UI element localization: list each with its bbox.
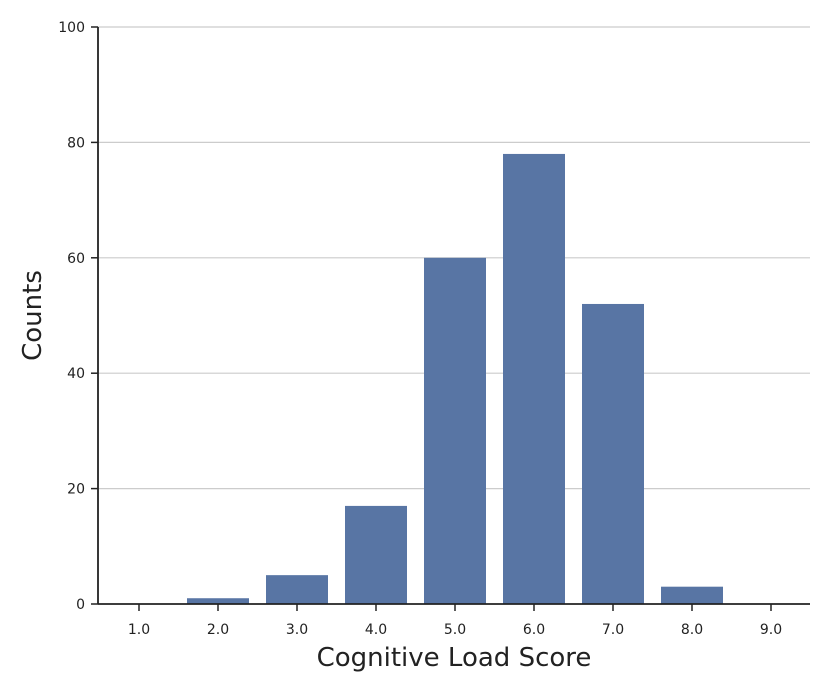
bar-2.0 bbox=[187, 598, 249, 604]
y-tick-label-20: 20 bbox=[67, 482, 85, 498]
bar-4.0 bbox=[345, 505, 407, 604]
y-tick-label-0: 0 bbox=[76, 597, 85, 613]
y-tick-label-40: 40 bbox=[67, 366, 85, 382]
x-tick-label-7.0: 7.0 bbox=[602, 622, 624, 638]
bars bbox=[187, 153, 723, 604]
x-tick-label-3.0: 3.0 bbox=[286, 622, 308, 638]
bar-3.0 bbox=[266, 575, 328, 604]
x-tick-label-5.0: 5.0 bbox=[444, 622, 466, 638]
bar-7.0 bbox=[582, 303, 644, 604]
x-tick-label-1.0: 1.0 bbox=[128, 622, 150, 638]
x-tick-label-8.0: 8.0 bbox=[681, 622, 703, 638]
x-tick-label-6.0: 6.0 bbox=[523, 622, 545, 638]
x-ticks: 1.0 2.0 3.0 4.0 5.0 6.0 7.0 8.0 9.0 bbox=[128, 604, 782, 638]
bar-8.0 bbox=[661, 586, 723, 604]
bar-5.0 bbox=[424, 257, 486, 604]
y-tick-label-100: 100 bbox=[58, 20, 85, 36]
x-tick-label-4.0: 4.0 bbox=[365, 622, 387, 638]
y-ticks: 0 20 40 60 80 100 bbox=[58, 20, 98, 613]
x-axis-title: Cognitive Load Score bbox=[317, 643, 592, 673]
x-tick-label-2.0: 2.0 bbox=[207, 622, 229, 638]
y-tick-label-80: 80 bbox=[67, 135, 85, 151]
y-tick-label-60: 60 bbox=[67, 251, 85, 267]
x-tick-label-9.0: 9.0 bbox=[760, 622, 782, 638]
y-axis-title: Counts bbox=[18, 270, 48, 361]
bar-6.0 bbox=[503, 153, 565, 604]
